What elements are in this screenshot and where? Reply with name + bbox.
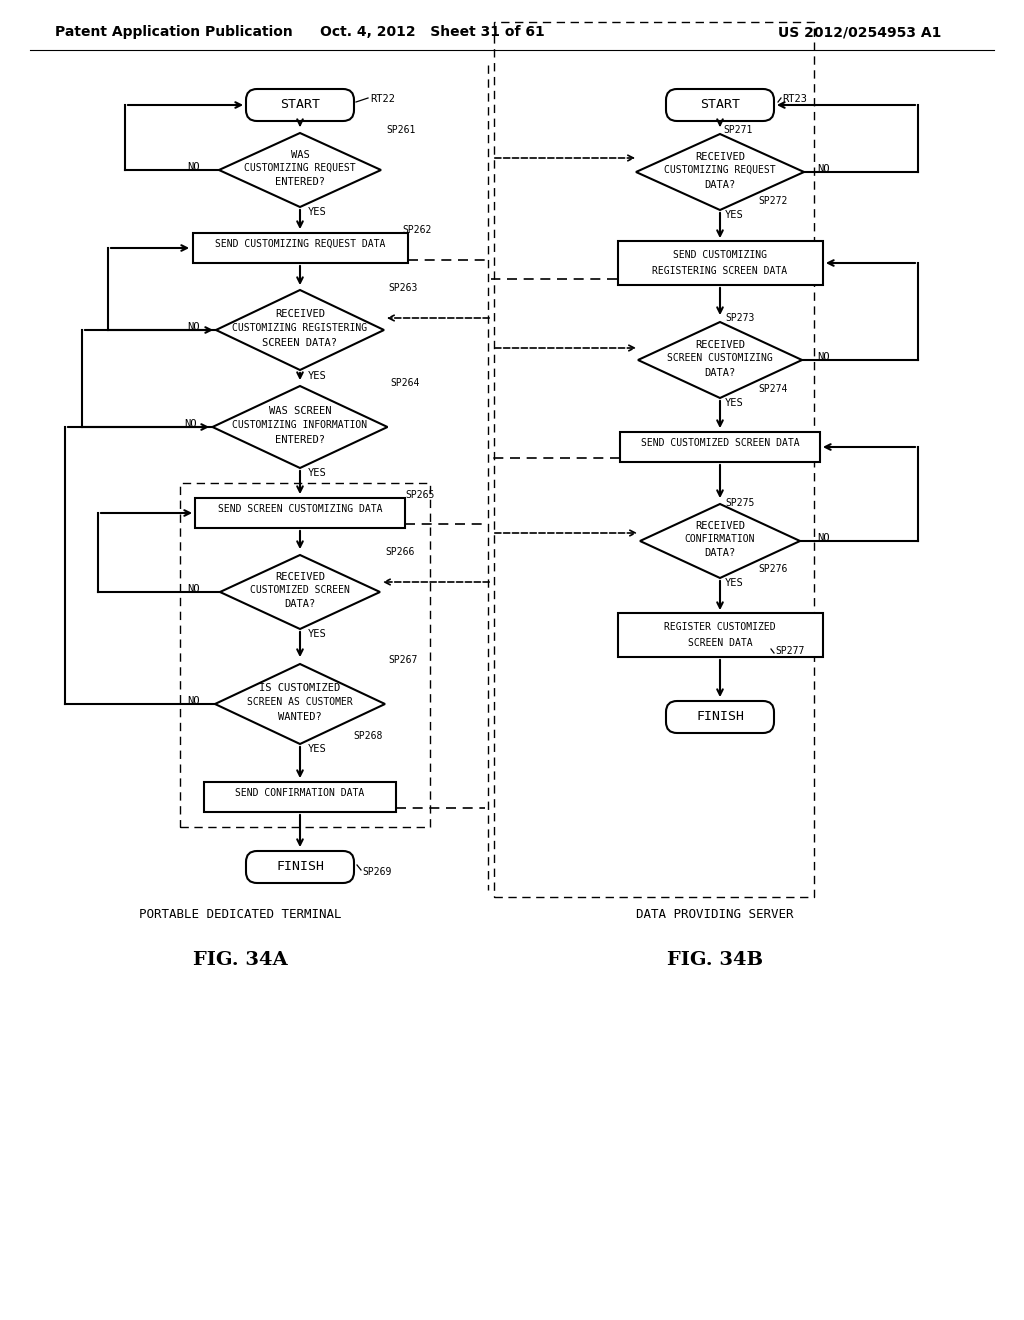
Text: RECEIVED: RECEIVED [695, 152, 745, 162]
Text: SP265: SP265 [406, 490, 434, 500]
Text: SP267: SP267 [388, 655, 418, 665]
Text: NO: NO [817, 533, 829, 543]
Bar [494, 22, 814, 898]
Text: DATA?: DATA? [705, 548, 735, 558]
Text: NO: NO [187, 322, 200, 333]
Polygon shape [636, 135, 804, 210]
Text: ENTERED?: ENTERED? [275, 436, 325, 445]
Text: DATA?: DATA? [705, 180, 735, 190]
Text: NO: NO [817, 352, 829, 362]
Text: SP266: SP266 [385, 546, 415, 557]
Text: REGISTER CUSTOMIZED: REGISTER CUSTOMIZED [665, 622, 776, 632]
Text: FINISH: FINISH [696, 710, 744, 723]
Text: SCREEN CUSTOMIZING: SCREEN CUSTOMIZING [667, 352, 773, 363]
FancyBboxPatch shape [246, 88, 354, 121]
Text: PORTABLE DEDICATED TERMINAL: PORTABLE DEDICATED TERMINAL [138, 908, 341, 921]
Text: SP272: SP272 [758, 195, 787, 206]
Text: DATA?: DATA? [285, 599, 315, 609]
Text: YES: YES [725, 210, 743, 220]
Polygon shape [640, 504, 800, 578]
Text: SCREEN AS CUSTOMER: SCREEN AS CUSTOMER [247, 697, 353, 708]
Bar [180, 483, 430, 828]
Text: SEND CUSTOMIZED SCREEN DATA: SEND CUSTOMIZED SCREEN DATA [641, 438, 800, 447]
Text: YES: YES [308, 630, 327, 639]
Polygon shape [215, 664, 385, 744]
Text: SP262: SP262 [402, 224, 431, 235]
Text: SP271: SP271 [723, 125, 753, 135]
Text: RECEIVED: RECEIVED [275, 572, 325, 582]
Text: SP263: SP263 [388, 282, 418, 293]
Text: SP273: SP273 [725, 313, 755, 323]
Text: SEND SCREEN CUSTOMIZING DATA: SEND SCREEN CUSTOMIZING DATA [218, 504, 382, 513]
Text: YES: YES [308, 744, 327, 754]
Text: NO: NO [187, 583, 200, 594]
Text: SP268: SP268 [353, 731, 382, 741]
Text: SP261: SP261 [386, 125, 416, 135]
Text: SEND CUSTOMIZING: SEND CUSTOMIZING [673, 249, 767, 260]
Polygon shape [220, 554, 380, 630]
Text: CONFIRMATION: CONFIRMATION [685, 535, 756, 544]
Text: RT23: RT23 [782, 94, 807, 104]
Bar [195, 498, 406, 528]
Text: YES: YES [308, 207, 327, 216]
Text: IS CUSTOMIZED: IS CUSTOMIZED [259, 682, 341, 693]
Text: WANTED?: WANTED? [279, 711, 322, 722]
Bar [617, 242, 822, 285]
Text: FIG. 34B: FIG. 34B [667, 950, 763, 969]
Text: START: START [700, 99, 740, 111]
Text: ENTERED?: ENTERED? [275, 177, 325, 187]
Text: SEND CUSTOMIZING REQUEST DATA: SEND CUSTOMIZING REQUEST DATA [215, 239, 385, 249]
Text: SP277: SP277 [775, 645, 805, 656]
Bar [204, 781, 396, 812]
Bar [193, 234, 408, 263]
Text: CUSTOMIZING REQUEST: CUSTOMIZING REQUEST [665, 165, 776, 176]
Polygon shape [638, 322, 802, 399]
Text: SP276: SP276 [758, 564, 787, 574]
Text: FIG. 34A: FIG. 34A [193, 950, 288, 969]
Text: CUSTOMIZING REQUEST: CUSTOMIZING REQUEST [244, 162, 355, 173]
Text: SP264: SP264 [390, 378, 420, 388]
Text: FINISH: FINISH [276, 861, 324, 874]
FancyBboxPatch shape [666, 701, 774, 733]
Text: CUSTOMIZING INFORMATION: CUSTOMIZING INFORMATION [232, 420, 368, 430]
Polygon shape [213, 385, 387, 469]
Text: NO: NO [184, 418, 197, 429]
FancyBboxPatch shape [666, 88, 774, 121]
Text: SP269: SP269 [362, 867, 391, 876]
Text: WAS: WAS [291, 150, 309, 160]
Text: START: START [280, 99, 319, 111]
Text: NO: NO [817, 164, 829, 174]
Text: YES: YES [308, 371, 327, 381]
Text: DATA?: DATA? [705, 368, 735, 378]
Polygon shape [219, 133, 381, 207]
Bar [617, 612, 822, 657]
Text: WAS SCREEN: WAS SCREEN [268, 407, 331, 416]
Text: NO: NO [187, 696, 200, 706]
Text: RECEIVED: RECEIVED [695, 521, 745, 531]
Text: DATA PROVIDING SERVER: DATA PROVIDING SERVER [636, 908, 794, 921]
Text: YES: YES [725, 399, 743, 408]
Text: YES: YES [308, 469, 327, 478]
Text: SEND CONFIRMATION DATA: SEND CONFIRMATION DATA [236, 788, 365, 799]
Text: REGISTERING SCREEN DATA: REGISTERING SCREEN DATA [652, 267, 787, 276]
Text: SCREEN DATA?: SCREEN DATA? [262, 338, 338, 348]
Text: US 2012/0254953 A1: US 2012/0254953 A1 [778, 25, 942, 40]
Text: SP274: SP274 [758, 384, 787, 393]
Text: CUSTOMIZED SCREEN: CUSTOMIZED SCREEN [250, 585, 350, 595]
FancyBboxPatch shape [246, 851, 354, 883]
Polygon shape [216, 290, 384, 370]
Text: CUSTOMIZING REGISTERING: CUSTOMIZING REGISTERING [232, 323, 368, 333]
Text: SP275: SP275 [725, 498, 755, 508]
Text: RECEIVED: RECEIVED [275, 309, 325, 319]
Text: YES: YES [725, 578, 743, 587]
Text: Oct. 4, 2012   Sheet 31 of 61: Oct. 4, 2012 Sheet 31 of 61 [319, 25, 545, 40]
Text: RT22: RT22 [370, 94, 395, 104]
Text: Patent Application Publication: Patent Application Publication [55, 25, 293, 40]
Text: SCREEN DATA: SCREEN DATA [688, 638, 753, 648]
Text: NO: NO [187, 162, 200, 172]
Bar [620, 432, 820, 462]
Text: RECEIVED: RECEIVED [695, 341, 745, 350]
